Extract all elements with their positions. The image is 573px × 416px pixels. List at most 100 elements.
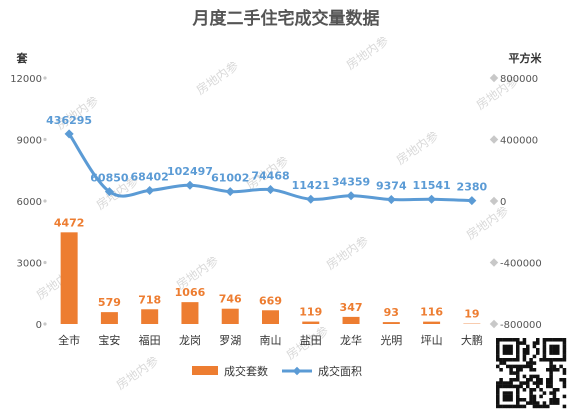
qr-module <box>496 394 500 399</box>
bar-value-label: 669 <box>259 294 282 307</box>
qr-module <box>526 378 530 382</box>
qr-module <box>526 384 530 389</box>
category-label: 光明 <box>380 333 402 347</box>
bar-value-label: 579 <box>98 296 121 309</box>
watermark-text: 房地内参 <box>323 233 371 273</box>
qr-module <box>502 361 507 365</box>
qr-module <box>506 348 510 352</box>
qr-module <box>539 378 543 382</box>
qr-module <box>499 361 503 365</box>
left-axis-unit: 套 <box>17 51 29 65</box>
qr-module <box>506 358 510 362</box>
watermark-text: 房地内参 <box>113 353 161 393</box>
left-axis-ticks: 0 3000 6000 9000 12000 <box>10 74 47 331</box>
right-tick-mark <box>489 319 499 329</box>
left-tick-label: 3000 <box>17 259 42 270</box>
watermark-text: 房地内参 <box>193 58 241 98</box>
qr-module <box>516 354 520 359</box>
qr-module <box>502 344 507 349</box>
qr-module <box>526 364 530 369</box>
qr-module <box>496 384 500 389</box>
bar <box>221 308 239 324</box>
bar <box>262 310 279 324</box>
right-tick-mark <box>489 73 499 83</box>
qr-module <box>552 358 557 362</box>
qr-module <box>512 364 517 369</box>
qr-module <box>509 364 513 369</box>
qr-module <box>529 368 533 372</box>
left-tick-mark <box>43 76 47 80</box>
qr-module <box>509 404 513 409</box>
qr-module <box>506 398 510 402</box>
qr-module <box>529 398 533 402</box>
qr-module <box>532 398 537 402</box>
qr-module <box>506 381 510 385</box>
qr-module <box>556 401 560 405</box>
legend-marker-line <box>292 366 302 376</box>
qr-module <box>496 404 500 409</box>
qr-module <box>549 371 553 375</box>
qr-module <box>562 338 567 342</box>
qr-module <box>502 348 507 352</box>
qr-module <box>546 358 550 362</box>
qr-module <box>549 384 553 389</box>
category-label: 罗湖 <box>219 334 241 347</box>
qr-module <box>519 364 523 369</box>
qr-module <box>509 384 513 389</box>
qr-module <box>549 398 553 402</box>
qr-module <box>542 344 547 349</box>
qr-module <box>556 358 560 362</box>
legend-label-line: 成交面积 <box>318 364 362 378</box>
qr-module <box>526 351 530 355</box>
category-label: 南山 <box>260 334 282 347</box>
qr-module <box>562 378 567 382</box>
line-point <box>64 129 74 139</box>
qr-module <box>502 381 507 385</box>
category-label: 龙岗 <box>179 334 201 347</box>
qr-module <box>562 368 567 372</box>
qr-module <box>539 404 543 409</box>
qr-module <box>496 351 500 355</box>
qr-module <box>522 374 527 379</box>
qr-module <box>509 351 513 355</box>
qr-module <box>512 384 517 389</box>
qr-module <box>509 348 513 352</box>
qr-module <box>526 344 530 349</box>
qr-module <box>532 404 537 409</box>
qr-module <box>552 394 557 399</box>
bar <box>302 321 320 324</box>
category-label: 全市 <box>58 333 80 347</box>
qr-module <box>542 358 547 362</box>
qr-module <box>502 391 507 395</box>
category-label: 福田 <box>139 333 161 347</box>
bar <box>423 321 441 324</box>
qr-module <box>519 398 523 402</box>
qr-module <box>562 404 567 409</box>
qr-module <box>549 368 553 372</box>
qr-module <box>509 394 513 399</box>
qr-module <box>512 404 517 409</box>
qr-module <box>529 374 533 379</box>
qr-module <box>509 368 513 372</box>
watermark-text: 房地内参 <box>393 128 441 168</box>
chart-title: 月度二手住宅成交量数据 <box>192 8 380 29</box>
qr-module <box>559 358 563 362</box>
qr-module <box>539 358 543 362</box>
qr-module <box>529 358 533 362</box>
legend-label-bar: 成交套数 <box>224 364 268 378</box>
qr-module <box>506 338 510 342</box>
qr-module <box>532 354 537 359</box>
qr-module <box>496 401 500 405</box>
bar <box>100 312 118 324</box>
qr-module <box>509 398 513 402</box>
qr-module <box>509 391 513 395</box>
line-value-label: 34359 <box>332 176 370 189</box>
qr-module <box>509 378 513 382</box>
qr-module <box>552 401 557 405</box>
qr-module <box>562 381 567 385</box>
qr-module <box>556 348 560 352</box>
qr-module <box>499 384 503 389</box>
qr-module <box>536 384 540 389</box>
line-value-label: 68402 <box>131 170 169 183</box>
